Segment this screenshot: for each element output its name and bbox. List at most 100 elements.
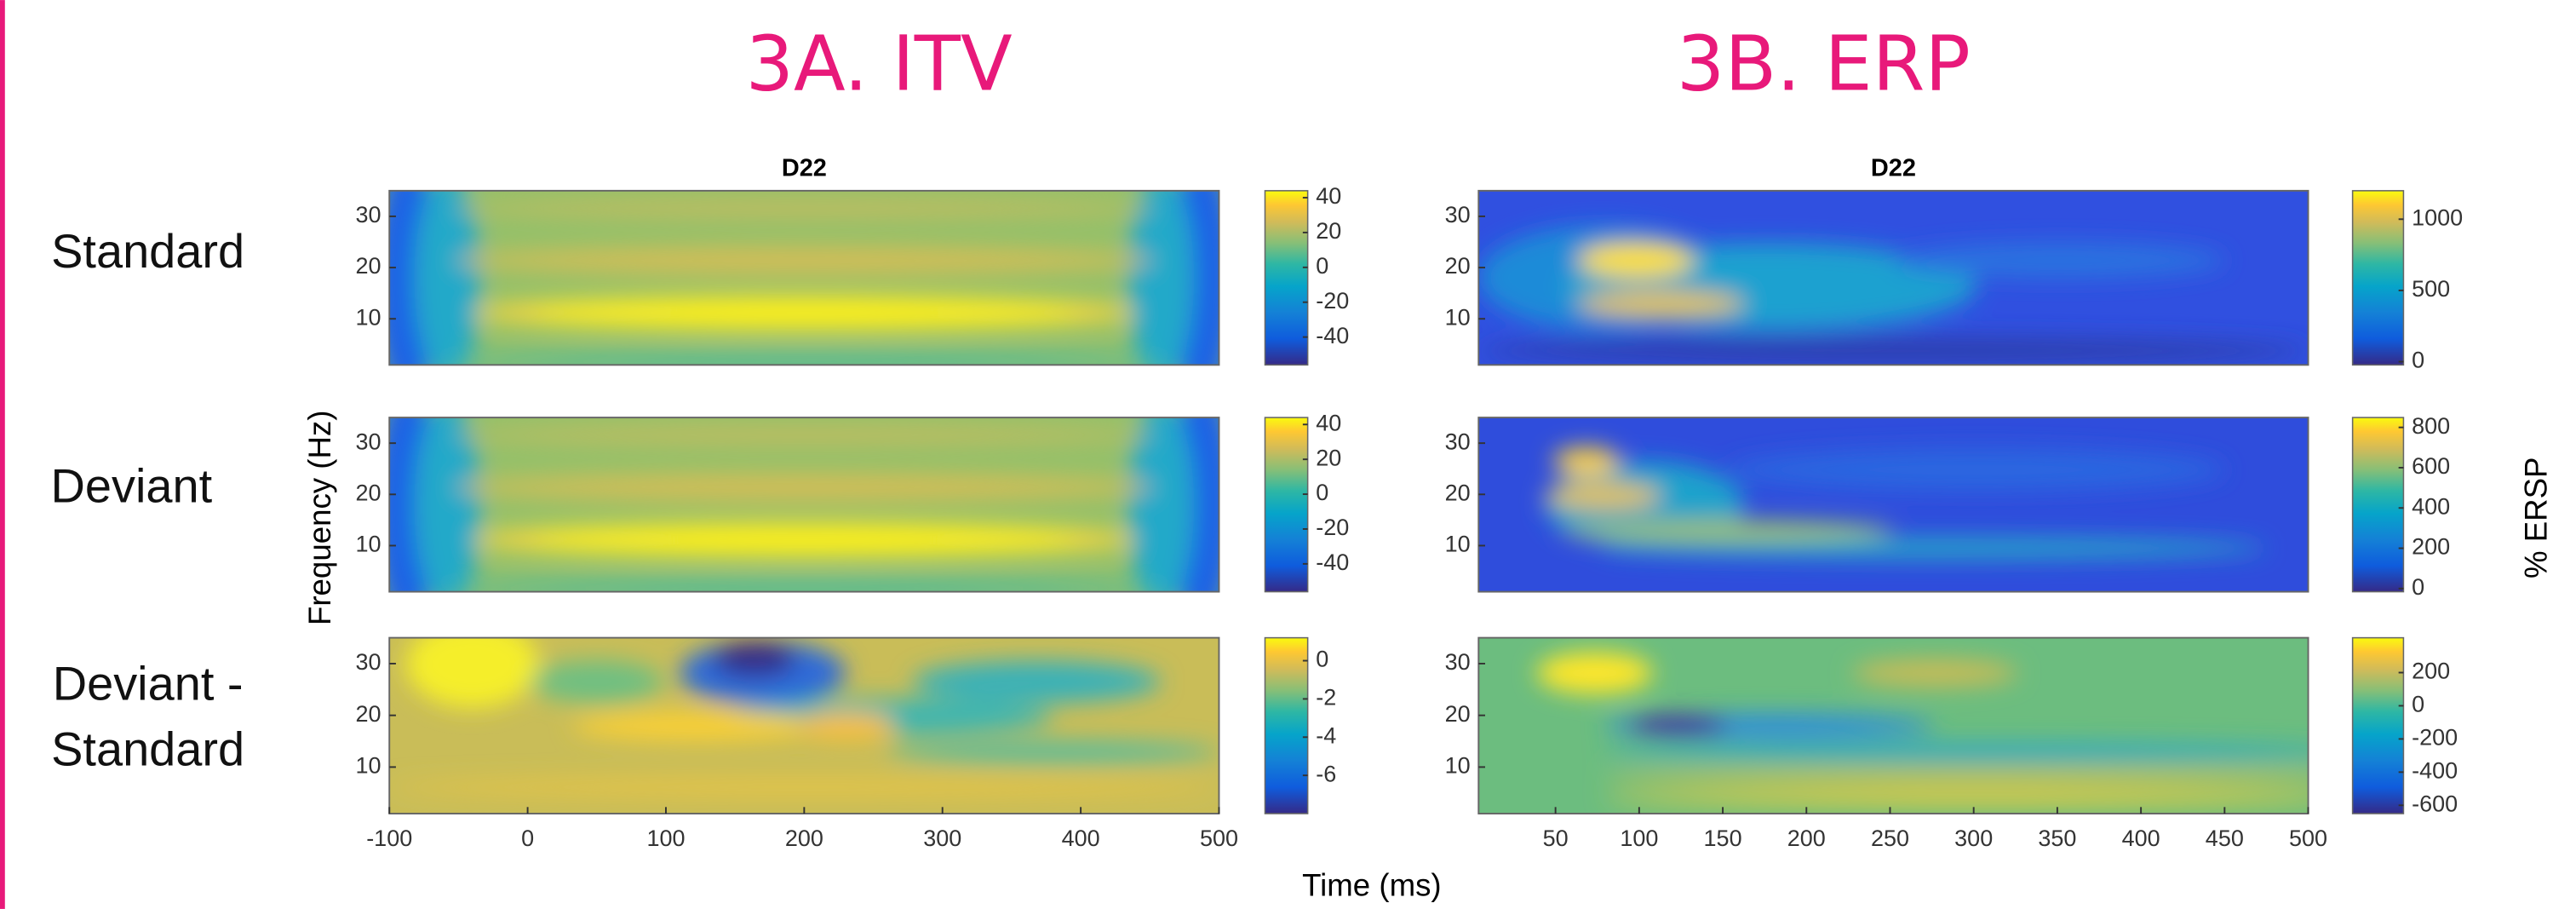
- colorbar-tick-label: 0: [1316, 480, 1328, 505]
- x-tick-label: 350: [2038, 826, 2076, 851]
- heatmap-field: [389, 417, 1219, 592]
- heatmap-field: [1478, 225, 2309, 365]
- x-tick-label: 500: [2289, 826, 2327, 851]
- colorbar-tick-label: 0: [2412, 348, 2424, 373]
- colorbar-tick-label: 40: [1316, 183, 1341, 209]
- colorbar-tick-label: 40: [1316, 410, 1341, 435]
- colorbar-tick-label: 200: [2412, 659, 2450, 684]
- colorbar-tick-label: -4: [1316, 722, 1336, 748]
- colorbar: [2351, 636, 2405, 814]
- heatmap-blob: [530, 528, 1078, 550]
- colorbar-tick-label: 200: [2412, 534, 2450, 560]
- y-tick-label: 20: [356, 480, 382, 505]
- heatmap-blob: [1603, 792, 2309, 807]
- heatmap-frame: [1477, 417, 2309, 593]
- heatmap-frame: [388, 189, 1220, 366]
- heatmap-base: [389, 190, 1219, 365]
- y-tick-label: 30: [1445, 649, 1471, 675]
- y-tick-label: 10: [1445, 304, 1471, 330]
- heatmap-blob: [1561, 520, 1894, 542]
- x-tick-label: 50: [1543, 826, 1569, 851]
- heatmap-field: [389, 190, 1219, 365]
- heatmap-blob: [795, 713, 896, 739]
- x-tick-label: 200: [785, 826, 823, 851]
- row-label: Deviant -: [53, 656, 244, 710]
- heatmap-blob: [456, 198, 1153, 219]
- heatmap: [1478, 417, 2309, 592]
- heatmap-blob: [1127, 190, 1195, 365]
- y-tick-label: 20: [356, 701, 382, 727]
- y-tick-label: 10: [356, 532, 382, 557]
- y-tick-label: 30: [356, 202, 382, 227]
- colorbar-tick-label: -200: [2412, 725, 2458, 751]
- heatmap-blob: [456, 473, 1153, 502]
- y-tick-label: 10: [1445, 753, 1471, 779]
- colorbar-tick-label: -2: [1316, 685, 1336, 711]
- x-tick-label: 150: [1704, 826, 1742, 851]
- heatmap-frame: [1477, 636, 2309, 814]
- y-tick-label: 20: [1445, 253, 1471, 279]
- colorbar-tick-label: 1000: [2412, 204, 2463, 230]
- colorbar-tick-label: -40: [1316, 549, 1349, 575]
- colorbar-tick-label: 20: [1316, 218, 1341, 244]
- x-tick-label: 400: [1062, 826, 1100, 851]
- x-axis-label: Time (ms): [1302, 868, 1442, 903]
- y-tick-label: 30: [356, 649, 382, 675]
- colorbar-tick-label: 500: [2412, 276, 2450, 302]
- heatmap-blob: [1603, 771, 2309, 786]
- panel-title: D22: [782, 154, 827, 181]
- y-tick-label: 30: [1445, 429, 1471, 454]
- colorbar-tick-label: 0: [1316, 647, 1328, 672]
- heatmap: [389, 190, 1219, 365]
- heatmap-blob: [886, 741, 1219, 763]
- colorbar-tick-label: -400: [2412, 757, 2458, 783]
- y-axis-label: Frequency (Hz): [302, 411, 337, 625]
- colorbar-tick-label: 800: [2412, 413, 2450, 439]
- colorbar-tick-label: 20: [1316, 445, 1341, 470]
- panel-title: D22: [1871, 154, 1916, 181]
- heatmap-blob: [1603, 743, 2309, 762]
- heatmap-blob: [414, 190, 481, 365]
- heatmap-blob: [1127, 417, 1195, 592]
- colorbar-tick-label: 0: [2412, 692, 2424, 717]
- heatmap-blob: [1627, 715, 1728, 737]
- heatmap-frame: [1477, 189, 2309, 366]
- colorbar: [1264, 417, 1309, 593]
- y-tick-label: 30: [1445, 202, 1471, 227]
- heatmap-blob: [530, 660, 663, 703]
- heatmap-blob: [912, 660, 1162, 703]
- heatmap-field: [1545, 446, 2267, 559]
- colorbar-label: % ERSP: [2518, 457, 2553, 579]
- x-tick-label: 450: [2206, 826, 2244, 851]
- row-label: Standard: [51, 224, 244, 278]
- x-tick-label: 300: [923, 826, 961, 851]
- y-tick-label: 30: [356, 429, 382, 454]
- heatmap-blob: [530, 302, 1078, 324]
- y-tick-label: 10: [356, 304, 382, 330]
- colorbar-tick-label: -20: [1316, 288, 1349, 314]
- x-tick-label: 100: [646, 826, 685, 851]
- heatmap-blob: [389, 778, 1219, 797]
- colorbar-tick-label: 0: [1316, 253, 1328, 279]
- heatmap-blob: [405, 637, 539, 709]
- x-tick-label: 100: [1620, 826, 1658, 851]
- heatmap-blob: [1536, 652, 1653, 694]
- y-tick-label: 20: [356, 253, 382, 279]
- heatmap: [1478, 637, 2309, 814]
- heatmap-blob: [1478, 337, 2309, 365]
- colorbar: [1264, 636, 1309, 814]
- heatmap-blob: [1893, 243, 2226, 279]
- x-tick-label: 500: [1200, 826, 1238, 851]
- page-border: [0, 0, 5, 909]
- y-tick-label: 10: [1445, 532, 1471, 557]
- heatmap-blob: [1851, 659, 2018, 688]
- heatmap: [389, 417, 1219, 592]
- heatmap-blob: [713, 641, 796, 677]
- heatmap-blob: [1578, 243, 1695, 279]
- colorbar-tick-label: -40: [1316, 323, 1349, 348]
- heatmap-base: [389, 417, 1219, 592]
- x-tick-label: 0: [521, 826, 534, 851]
- colorbar: [2351, 417, 2405, 593]
- heatmap-blob: [1603, 538, 2267, 559]
- y-tick-label: 20: [1445, 480, 1471, 505]
